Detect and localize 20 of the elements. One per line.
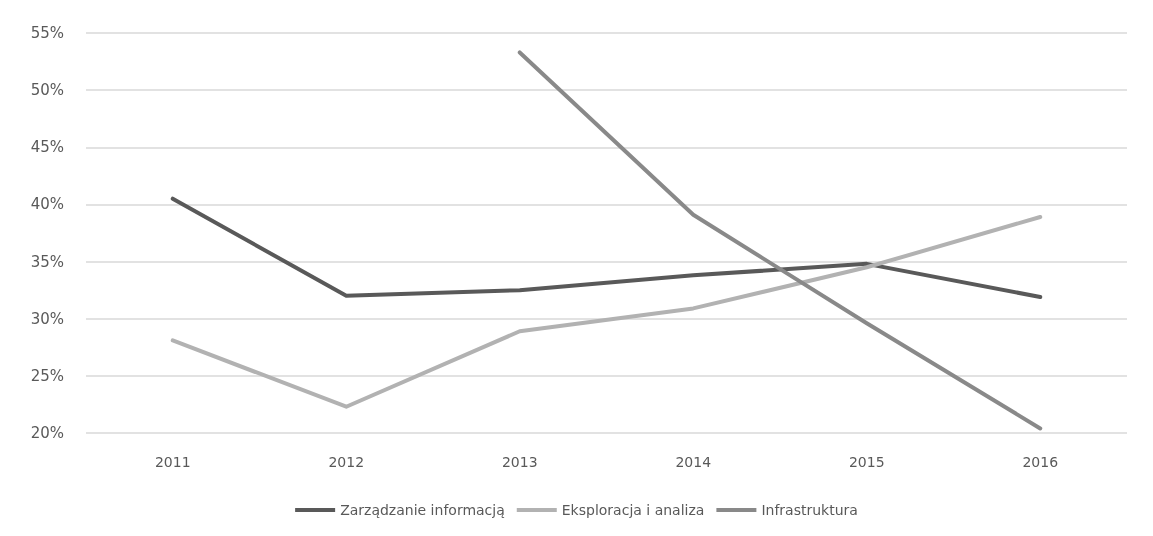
y-tick-label: 35% <box>30 252 64 271</box>
y-tick-label: 20% <box>30 424 64 442</box>
y-tick-label: 50% <box>30 81 64 100</box>
x-tick-label: 2016 <box>1022 454 1059 470</box>
y-tick-label: 55% <box>30 24 64 42</box>
legend-label: Eksploracja i analiza <box>561 502 705 518</box>
line-series <box>170 215 1043 409</box>
legend-label: Zarządzanie informacją <box>340 502 505 518</box>
x-tick-label: 2015 <box>848 454 885 470</box>
y-tick-label: 40% <box>30 195 64 214</box>
line-series <box>517 50 1043 431</box>
y-tick-label: 45% <box>30 138 64 157</box>
y-tick-label: 30% <box>30 309 64 328</box>
y-tick-label: 25% <box>30 366 64 385</box>
x-tick-label: 2011 <box>154 454 191 470</box>
x-tick-label: 2014 <box>675 454 712 470</box>
legend-label: Infrastruktura <box>761 502 858 518</box>
line-series <box>170 196 1043 299</box>
x-tick-label: 2013 <box>501 454 538 470</box>
x-tick-label: 2012 <box>328 454 365 470</box>
